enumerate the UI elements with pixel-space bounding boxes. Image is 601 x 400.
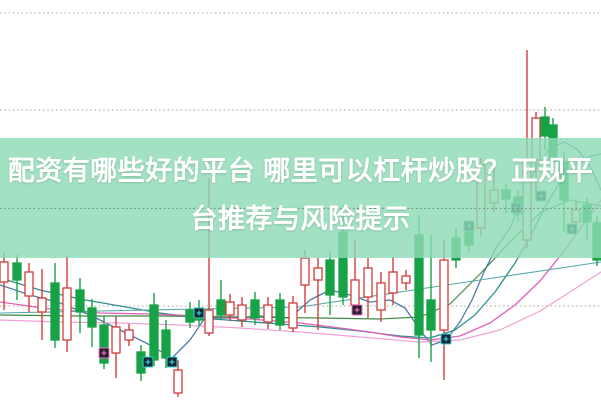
candle-body — [325, 259, 335, 296]
candle-body — [288, 302, 298, 329]
candle-body — [350, 279, 360, 306]
candle-body — [87, 307, 97, 328]
candle-body — [313, 267, 323, 281]
candle-body — [24, 271, 34, 297]
ma-long-teal — [0, 261, 601, 314]
candle-body — [75, 289, 85, 313]
candle-body — [111, 326, 121, 354]
candle-body — [263, 304, 273, 323]
candle-body — [376, 282, 386, 311]
candle-body — [439, 259, 449, 331]
candle-body — [12, 262, 22, 281]
candle-body — [185, 309, 195, 323]
gridline-through-band — [0, 208, 601, 209]
candle-body — [216, 299, 226, 316]
candle-body — [426, 299, 436, 331]
ma-orchid — [0, 271, 601, 343]
candle-body — [275, 299, 285, 326]
candle-body — [250, 299, 260, 319]
candle-body — [62, 287, 72, 341]
candle-body — [37, 297, 47, 313]
candle-body — [388, 271, 398, 294]
candle-body — [124, 329, 134, 341]
candle-body — [300, 257, 310, 286]
candle-body — [237, 304, 247, 321]
candle-body — [225, 301, 235, 316]
headline-text: 配资有哪些好的平台 哪里可以杠杆炒股？正规平 台推荐与风险提示 — [0, 147, 601, 243]
candle-body — [50, 282, 60, 341]
headline-line-2: 台推荐与风险提示 — [190, 204, 411, 234]
candle-body — [99, 324, 109, 364]
candle-body — [363, 267, 373, 298]
candle-body — [161, 329, 171, 359]
candle-body — [0, 261, 9, 283]
candle-body — [149, 304, 159, 361]
candle-body — [401, 275, 411, 284]
ma-magenta — [0, 199, 601, 341]
candle-body — [204, 309, 214, 334]
candle-body — [173, 369, 183, 394]
headline-line-1: 配资有哪些好的平台 哪里可以杠杆炒股？正规平 — [7, 156, 594, 186]
headline-overlay-band: 配资有哪些好的平台 哪里可以杠杆炒股？正规平 台推荐与风险提示 — [0, 138, 601, 258]
candle-body — [540, 116, 550, 137]
